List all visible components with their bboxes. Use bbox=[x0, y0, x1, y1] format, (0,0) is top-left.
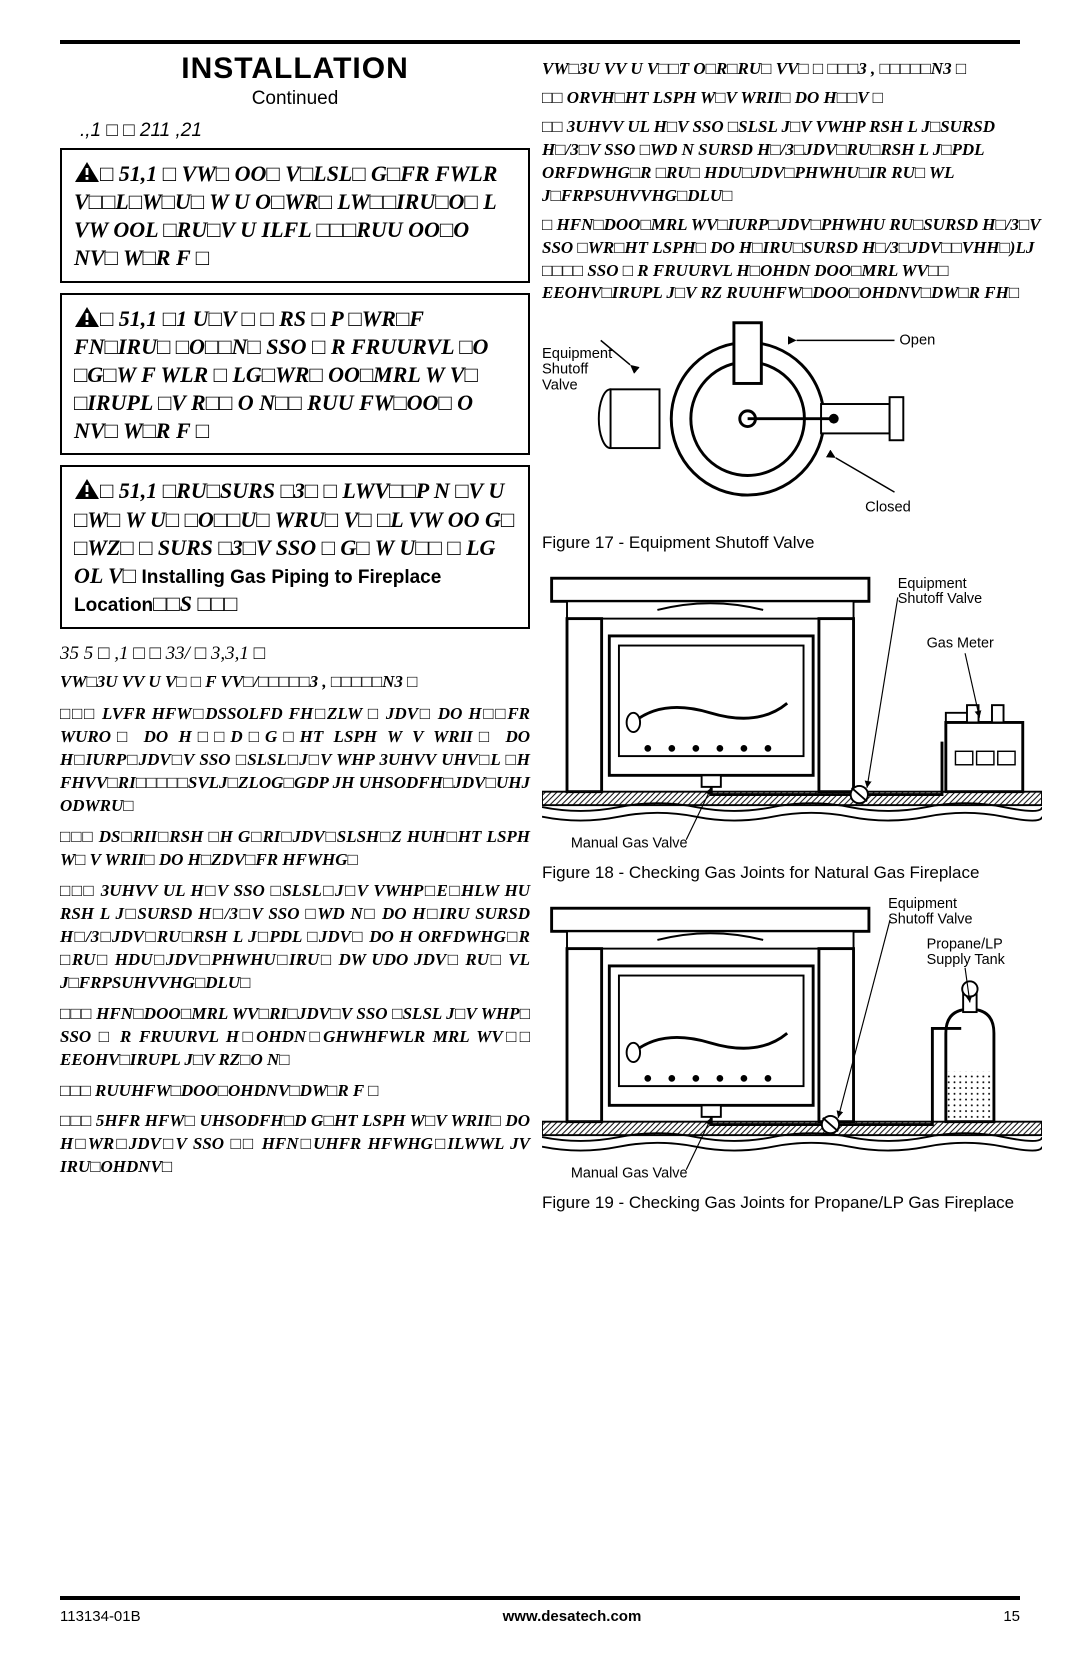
subhead-left: 35 5 □ ,1 □ □ 33/ □ 3,3,1 □ bbox=[60, 643, 530, 665]
label-tank-19: Propane/LP bbox=[927, 936, 1003, 952]
page-footer: 113134-01B www.desatech.com 15 bbox=[60, 1608, 1020, 1625]
fireplace-propane: Equipment Shutoff Valve Propane/LP Suppl… bbox=[542, 889, 1042, 1187]
figure-19-caption: Figure 19 - Checking Gas Joints for Prop… bbox=[542, 1193, 1042, 1213]
svg-text:Shutoff Valve: Shutoff Valve bbox=[888, 911, 972, 927]
page-subtitle: Continued bbox=[60, 88, 530, 110]
footer-url: www.desatech.com bbox=[503, 1608, 642, 1625]
warning-box-3: □ 51,1 □RU□SURS □3□ □ LWV□□P N □V U □W□ … bbox=[60, 465, 530, 628]
figure-17: Open Equipment Shutoff Valve Closed Figu… bbox=[542, 311, 1042, 552]
fireplace-natural-gas: Equipment Shutoff Valve Gas Meter Manual… bbox=[542, 559, 1042, 857]
right-intro: VW□3U VV U V□□T O□R□RU□ VV□ □ □□□3 , □□□… bbox=[542, 58, 1042, 81]
figure-18: Equipment Shutoff Valve Gas Meter Manual… bbox=[542, 559, 1042, 883]
warning-box-2: □ 51,1 □1 U□V □ □ RS □ P □WR□F FN□IRU□ □… bbox=[60, 293, 530, 456]
figure-19: Equipment Shutoff Valve Propane/LP Suppl… bbox=[542, 889, 1042, 1213]
label-esv-19: Equipment bbox=[888, 896, 957, 912]
page-title: INSTALLATION bbox=[60, 52, 530, 86]
footer-page-num: 15 bbox=[1003, 1608, 1020, 1625]
label-esv: Equipment bbox=[542, 346, 612, 362]
warning-text-3b: □□S □□□ bbox=[153, 591, 237, 616]
warning-text-1: □ 51,1 □ VW□ OO□ V□LSL□ G□FR FWLR V□□L□W… bbox=[74, 161, 497, 270]
valve-diagram: Open Equipment Shutoff Valve Closed bbox=[542, 311, 1012, 526]
warning-icon bbox=[74, 306, 100, 328]
warning-icon bbox=[74, 478, 100, 500]
label-closed: Closed bbox=[865, 500, 911, 516]
svg-text:Shutoff Valve: Shutoff Valve bbox=[898, 591, 982, 607]
warning-text-2: □ 51,1 □1 U□V □ □ RS □ P □WR□F FN□IRU□ □… bbox=[74, 306, 488, 444]
label-mgv-18: Manual Gas Valve bbox=[571, 835, 688, 851]
left-list: □□□ LVFR HFW□DSSOLFD FH□ZLW □ JDV□ DO H□… bbox=[60, 703, 530, 1179]
label-open: Open bbox=[899, 333, 935, 349]
label-meter-18: Gas Meter bbox=[927, 635, 994, 651]
warning-box-1: □ 51,1 □ VW□ OO□ V□LSL□ G□FR FWLR V□□L□W… bbox=[60, 148, 530, 283]
svg-text:Valve: Valve bbox=[542, 378, 578, 394]
section-head-left: .,1 □ □ 211 ,21 bbox=[80, 120, 530, 142]
warning-icon bbox=[74, 161, 100, 183]
figure-18-caption: Figure 18 - Checking Gas Joints for Natu… bbox=[542, 863, 1042, 883]
svg-text:Supply Tank: Supply Tank bbox=[927, 952, 1006, 968]
left-para-intro: VW□3U VV U V□ □ F VV□/□□□□□3 , □□□□□N3 □ bbox=[60, 671, 530, 694]
right-list: □□ ORVH□HT LSPH W□V WRII□ DO H□□V □□□ 3U… bbox=[542, 87, 1042, 305]
svg-text:Shutoff: Shutoff bbox=[542, 362, 589, 378]
label-esv-18: Equipment bbox=[898, 576, 967, 592]
footer-doc-id: 113134-01B bbox=[60, 1608, 141, 1625]
figure-17-caption: Figure 17 - Equipment Shutoff Valve bbox=[542, 533, 1042, 553]
label-mgv-19: Manual Gas Valve bbox=[571, 1165, 688, 1181]
